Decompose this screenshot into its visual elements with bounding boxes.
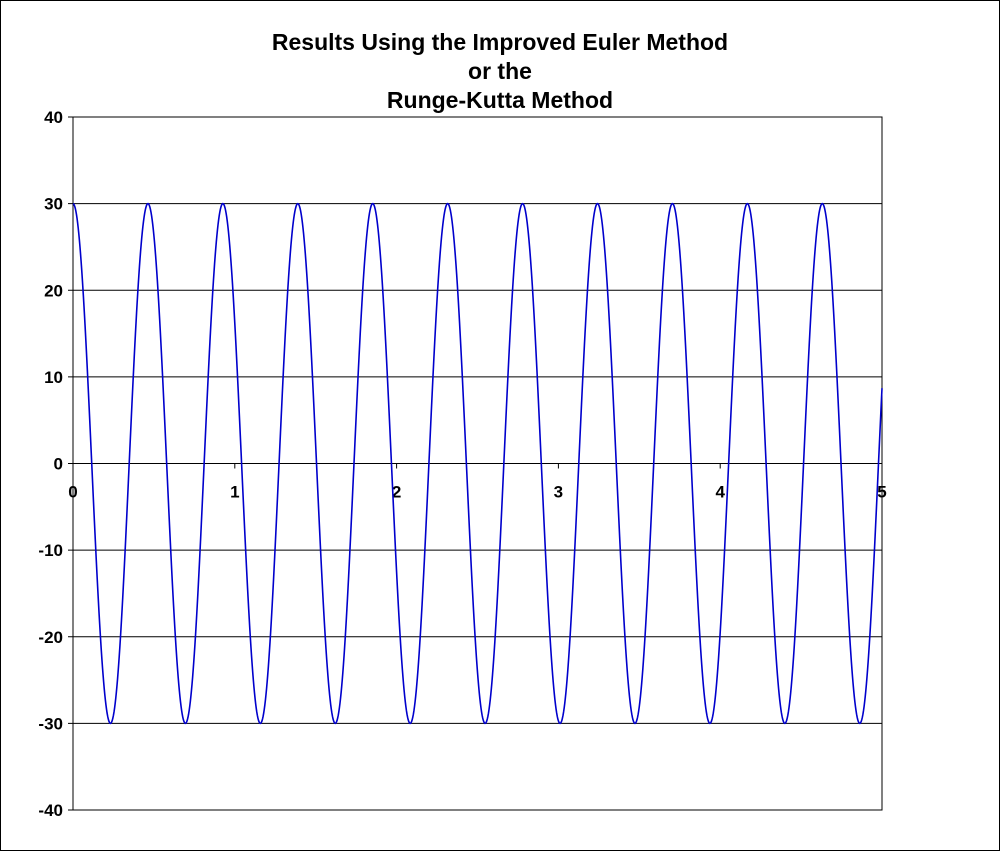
y-axis-ticks: 40 30 20 10 0 -10 -20 -30 -40 bbox=[38, 108, 73, 820]
y-tick-label-8: -40 bbox=[38, 801, 63, 820]
series-line bbox=[72, 202, 883, 725]
chart-title: Results Using the Improved Euler Method … bbox=[0, 28, 1000, 115]
y-tick-label-4: 0 bbox=[54, 455, 63, 474]
y-tick-label-1: 30 bbox=[44, 195, 63, 214]
x-tick-label-5: 5 bbox=[877, 483, 886, 502]
x-axis: 0 1 2 3 4 5 bbox=[68, 463, 887, 502]
y-tick-label-2: 20 bbox=[44, 281, 63, 300]
x-tick-label-0: 0 bbox=[68, 483, 77, 502]
x-tick-label-3: 3 bbox=[554, 483, 563, 502]
y-tick-label-5: -10 bbox=[38, 541, 63, 560]
chart-title-line-3: Runge-Kutta Method bbox=[386, 87, 614, 113]
y-tick-label-0: 40 bbox=[44, 108, 63, 127]
x-tick-label-1: 1 bbox=[230, 483, 239, 502]
y-tick-label-7: -30 bbox=[38, 714, 63, 733]
y-tick-label-3: 10 bbox=[44, 368, 63, 387]
x-tick-label-4: 4 bbox=[715, 483, 725, 502]
chart-title-line-2: or the bbox=[468, 58, 532, 84]
x-tick-label-2: 2 bbox=[392, 483, 401, 502]
chart-title-line-1: Results Using the Improved Euler Method bbox=[271, 29, 729, 55]
y-tick-label-6: -20 bbox=[38, 628, 63, 647]
